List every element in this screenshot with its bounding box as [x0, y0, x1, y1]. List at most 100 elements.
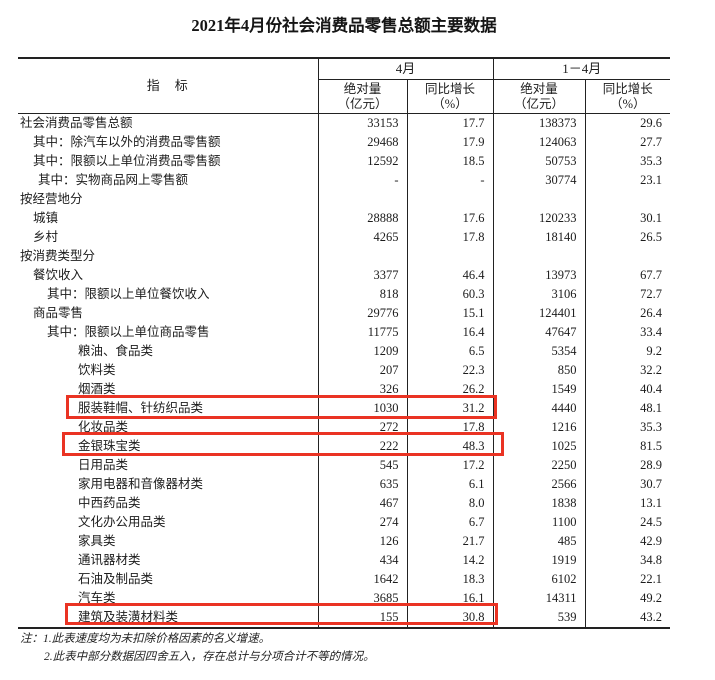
- table-row: 餐饮收入 3377 46.4 13973 67.7: [18, 266, 670, 285]
- value-cell: 26.2: [407, 380, 494, 399]
- value-cell: 126: [318, 532, 408, 551]
- value-cell: 46.4: [407, 266, 494, 285]
- value-cell: 40.4: [640, 382, 663, 396]
- value-cell: 1919: [493, 551, 586, 570]
- value-cell: 2250: [493, 456, 586, 475]
- value-cell: [318, 190, 408, 209]
- value-cell: 274: [318, 513, 408, 532]
- value-cell: 22.3: [407, 361, 494, 380]
- indicator-header: 指 标: [18, 58, 319, 114]
- value-cell: 2566: [493, 475, 586, 494]
- value-cell: [407, 190, 494, 209]
- april-absolute-header: 绝对量 （亿元）: [318, 79, 408, 114]
- value-cell: [318, 247, 408, 266]
- header-line: （%）: [610, 96, 646, 111]
- value-cell: 42.9: [640, 534, 663, 548]
- value-cell: 8.0: [407, 494, 494, 513]
- indicator-label: 其中：除汽车以外的消费品零售额: [18, 133, 319, 152]
- cumulative-absolute-header: 绝对量 （亿元）: [493, 79, 586, 114]
- value-cell: 28888: [318, 209, 408, 228]
- value-cell: 3377: [318, 266, 408, 285]
- value-cell: [493, 247, 586, 266]
- value-cell: 16.4: [407, 323, 494, 342]
- value-cell: 5354: [493, 342, 586, 361]
- indicator-label: 建筑及装潢材料类: [18, 608, 319, 628]
- value-cell: 17.8: [407, 228, 494, 247]
- indicator-label: 餐饮收入: [18, 266, 319, 285]
- value-cell: 29776: [318, 304, 408, 323]
- indicator-label: 烟酒类: [18, 380, 319, 399]
- value-cell: 1100: [493, 513, 586, 532]
- table-row: 汽车类 3685 16.1 14311 49.2: [18, 589, 670, 608]
- value-cell: 15.1: [407, 304, 494, 323]
- table-row: 石油及制品类 1642 18.3 6102 22.1: [18, 570, 670, 589]
- indicator-label: 通讯器材类: [18, 551, 319, 570]
- value-cell: 30774: [493, 171, 586, 190]
- value-cell: 30.1: [640, 211, 663, 225]
- value-cell: 17.2: [407, 456, 494, 475]
- value-cell: 1642: [318, 570, 408, 589]
- value-cell: 155: [318, 608, 408, 628]
- value-cell: 6102: [493, 570, 586, 589]
- value-cell: 34.8: [640, 553, 663, 567]
- value-cell: 1025: [493, 437, 586, 456]
- value-cell: 6.7: [407, 513, 494, 532]
- value-cell: 48.1: [640, 401, 663, 415]
- value-cell: 30.8: [407, 608, 494, 628]
- value-cell: 124063: [493, 133, 586, 152]
- value-cell: [585, 247, 670, 266]
- value-cell: 222: [318, 437, 408, 456]
- value-cell: 33.4: [640, 325, 663, 339]
- table-row: 饮料类 207 22.3 850 32.2: [18, 361, 670, 380]
- indicator-label: 中西药品类: [18, 494, 319, 513]
- value-cell: 29468: [318, 133, 408, 152]
- value-cell: 3685: [318, 589, 408, 608]
- table-row: 按经营地分: [18, 190, 670, 209]
- value-cell: 35.3: [640, 154, 663, 168]
- value-cell: 33153: [318, 113, 408, 133]
- indicator-label: 日用品类: [18, 456, 319, 475]
- value-cell: 21.7: [407, 532, 494, 551]
- header-group-row: 指 标 4月 1－4月: [18, 58, 671, 114]
- value-cell: -: [318, 171, 408, 190]
- table-row: 其中：限额以上单位餐饮收入 818 60.3 3106 72.7: [18, 285, 670, 304]
- header-sub-row: 绝对量 （亿元） 同比增长 （%） 绝对量 （亿元） 同比增长 （%）: [18, 79, 671, 114]
- header-line: （%）: [432, 96, 468, 111]
- table-row-highlighted: 金银珠宝类 222 48.3 1025 81.5: [18, 437, 670, 456]
- value-cell: 11775: [318, 323, 408, 342]
- table-row: 其中：限额以上单位消费品零售额 12592 18.5 50753 35.3: [18, 152, 670, 171]
- value-cell: 485: [493, 532, 586, 551]
- value-cell: 14311: [493, 589, 586, 608]
- value-cell: 138373: [493, 113, 586, 133]
- indicator-label: 其中：限额以上单位商品零售: [18, 323, 319, 342]
- table-row: 家具类 126 21.7 485 42.9: [18, 532, 670, 551]
- value-cell: 1030: [318, 399, 408, 418]
- footnote-1: 注：1.此表速度均为未扣除价格因素的名义增速。: [20, 633, 271, 645]
- indicator-label: 城镇: [18, 209, 319, 228]
- value-cell: 22.1: [640, 572, 663, 586]
- value-cell: 17.6: [407, 209, 494, 228]
- table-row: 家用电器和音像器材类 635 6.1 2566 30.7: [18, 475, 670, 494]
- value-cell: 49.2: [640, 591, 663, 605]
- value-cell: 13.1: [640, 496, 663, 510]
- header-line: 绝对量: [343, 81, 382, 96]
- value-cell: 32.2: [640, 363, 663, 377]
- value-cell: 124401: [493, 304, 586, 323]
- value-cell: 27.7: [640, 135, 663, 149]
- data-table: 指 标 4月 1－4月 绝对量 （亿元） 同比增长 （%） 绝对量 （亿元）: [18, 57, 671, 629]
- value-cell: 467: [318, 494, 408, 513]
- value-cell: 14.2: [407, 551, 494, 570]
- table-row: 其中：实物商品网上零售额 - -30774 23.1: [18, 171, 670, 190]
- value-cell: 6.5: [407, 342, 494, 361]
- table-row-highlighted: 建筑及装潢材料类 155 30.8 539 43.2: [18, 608, 670, 628]
- value-cell: 326: [318, 380, 408, 399]
- indicator-label: 家用电器和音像器材类: [18, 475, 319, 494]
- value-cell: 3106: [493, 285, 586, 304]
- indicator-label: 其中：实物商品网上零售额: [18, 171, 319, 190]
- value-cell: 28.9: [640, 458, 663, 472]
- indicator-label: 社会消费品零售总额: [18, 113, 319, 133]
- value-cell: 67.7: [640, 268, 663, 282]
- cumulative-yoy-header: 同比增长 （%）: [585, 79, 671, 114]
- table-row: 化妆品类 272 17.8 1216 35.3: [18, 418, 670, 437]
